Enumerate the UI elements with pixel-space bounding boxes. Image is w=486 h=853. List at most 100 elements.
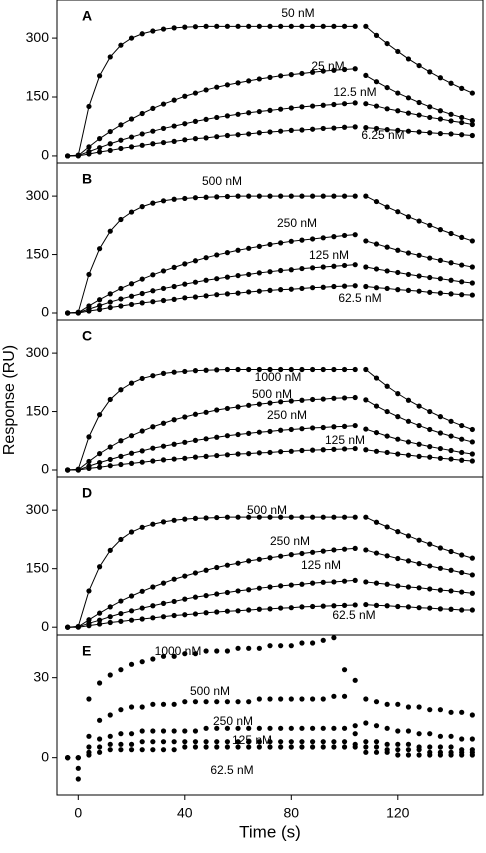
data-point xyxy=(246,430,252,436)
data-point xyxy=(363,238,369,244)
data-point xyxy=(182,93,188,99)
data-point xyxy=(331,263,337,269)
data-point xyxy=(182,699,188,705)
data-point xyxy=(352,744,358,750)
data-point xyxy=(352,445,358,452)
data-point xyxy=(469,572,475,578)
data-point xyxy=(331,739,337,745)
data-point xyxy=(405,747,412,753)
y-tick-label: 30 xyxy=(33,668,49,684)
data-point xyxy=(448,118,454,124)
data-point xyxy=(128,450,135,456)
data-point xyxy=(416,704,422,710)
data-point xyxy=(118,296,124,302)
data-point xyxy=(320,603,326,609)
data-point xyxy=(427,744,433,750)
data-point xyxy=(246,271,252,278)
data-point xyxy=(182,612,188,618)
series-label: 250 nM xyxy=(267,408,307,422)
data-point xyxy=(256,744,262,750)
data-point xyxy=(437,108,443,114)
data-point xyxy=(278,696,284,702)
data-point xyxy=(128,301,135,308)
data-point xyxy=(320,447,326,453)
data-point xyxy=(459,449,465,456)
data-point xyxy=(352,577,358,583)
data-point xyxy=(214,367,220,373)
data-point xyxy=(107,228,113,234)
data-point xyxy=(363,23,369,29)
data-point xyxy=(278,267,284,274)
data-point xyxy=(203,409,209,415)
data-point xyxy=(384,106,390,112)
data-point xyxy=(192,279,199,285)
data-point xyxy=(171,739,177,745)
data-point xyxy=(160,101,167,107)
data-point xyxy=(288,582,294,588)
data-point xyxy=(86,151,92,157)
data-point xyxy=(235,560,241,566)
data-point xyxy=(256,514,262,520)
data-point xyxy=(214,609,220,615)
data-point xyxy=(128,661,135,667)
data-point xyxy=(97,564,103,570)
data-point xyxy=(171,598,177,605)
data-point xyxy=(363,366,369,373)
data-point xyxy=(246,402,252,408)
data-point xyxy=(384,581,390,587)
data-point xyxy=(214,648,220,654)
data-point xyxy=(86,458,92,465)
data-point xyxy=(97,149,103,155)
data-point xyxy=(267,643,273,649)
data-point xyxy=(139,659,145,665)
data-point xyxy=(118,453,124,459)
data-point xyxy=(171,264,177,271)
data-point xyxy=(171,747,177,753)
data-point xyxy=(128,617,135,623)
data-point xyxy=(341,546,348,552)
series-label: 500 nM xyxy=(247,503,287,517)
data-point xyxy=(427,408,433,415)
data-point xyxy=(310,425,316,431)
data-point xyxy=(235,404,241,410)
data-point xyxy=(384,741,390,747)
data-point xyxy=(182,651,188,657)
data-point xyxy=(118,747,124,753)
data-point xyxy=(182,281,188,287)
data-point xyxy=(459,85,465,91)
data-point xyxy=(288,72,294,78)
data-point xyxy=(203,567,209,573)
data-point xyxy=(299,581,305,587)
data-point xyxy=(256,288,262,294)
data-point xyxy=(171,576,177,582)
data-point xyxy=(341,395,348,401)
data-point xyxy=(128,116,135,122)
data-point xyxy=(278,725,284,731)
x-tick-label: 80 xyxy=(284,805,300,821)
data-point xyxy=(448,456,454,462)
data-point xyxy=(139,110,145,117)
series-label: 12.5 nM xyxy=(333,85,376,99)
y-tick-label: 150 xyxy=(26,88,50,104)
data-point xyxy=(107,741,113,747)
data-point xyxy=(224,23,230,29)
data-point xyxy=(214,84,220,90)
data-point xyxy=(192,258,199,264)
data-point xyxy=(182,728,188,734)
data-point xyxy=(373,403,380,409)
data-point xyxy=(395,48,401,55)
data-point xyxy=(437,257,443,263)
data-point xyxy=(395,209,401,215)
data-point xyxy=(224,699,230,705)
data-point xyxy=(437,227,443,233)
data-point xyxy=(310,549,316,555)
data-point xyxy=(150,656,156,662)
data-point xyxy=(405,271,412,278)
data-point xyxy=(97,617,103,623)
data-point xyxy=(427,707,433,713)
data-point xyxy=(310,696,316,702)
data-point xyxy=(469,607,475,613)
series-label: 1000 nM xyxy=(155,644,202,658)
data-point xyxy=(341,578,348,584)
data-point xyxy=(235,451,241,457)
